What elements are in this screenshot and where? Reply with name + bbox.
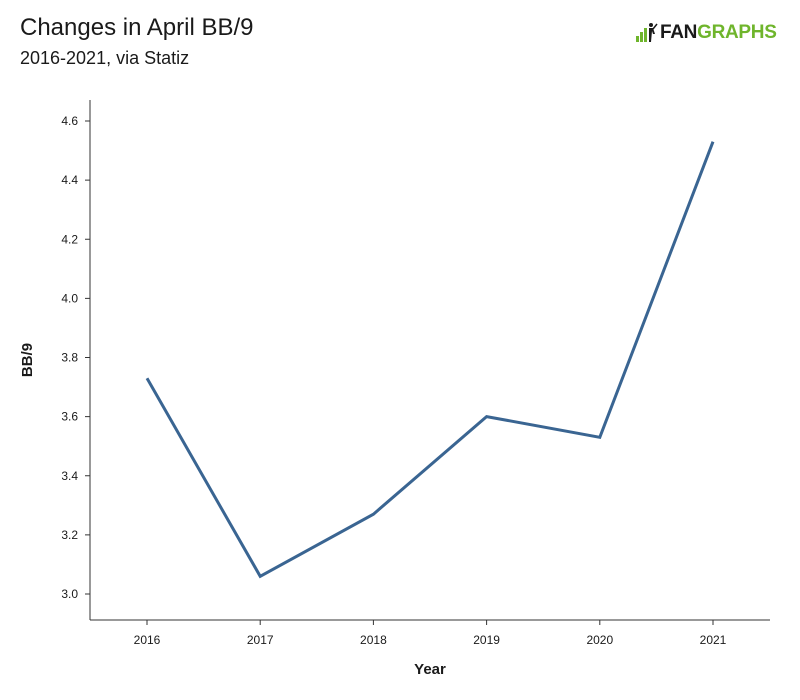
x-tick-label: 2019 [473,633,500,647]
y-tick-label: 4.2 [61,232,78,246]
logo-fan-text: FAN [660,22,698,43]
y-tick-label: 4.0 [61,291,78,305]
y-tick-label: 4.6 [61,114,78,128]
y-axis-label: BB/9 [19,343,36,377]
fangraphs-logo-icon [636,23,658,42]
fangraphs-logo: FAN GRAPHS [636,20,777,46]
series-line [145,141,715,579]
x-tick-label: 2021 [700,633,727,647]
x-tick-label: 2016 [134,633,161,647]
y-tick-label: 4.4 [61,173,78,187]
x-tick-label: 2018 [360,633,387,647]
y-tick-label: 3.6 [61,410,78,424]
y-tick-label: 3.4 [61,469,78,483]
y-tick-label: 3.8 [61,351,78,365]
x-axis-ticks: 2016 2017 2018 2019 2020 2021 [134,620,727,647]
x-tick-label: 2020 [586,633,613,647]
x-axis-label: Year [414,661,446,678]
y-tick-label: 3.0 [61,587,78,601]
chart-subtitle: 2016-2021, via Statiz [20,48,190,68]
logo-graphs-text: GRAPHS [697,22,777,43]
chart-title: Changes in April BB/9 [20,14,254,41]
y-tick-label: 3.2 [61,528,78,542]
x-tick-label: 2017 [247,633,274,647]
y-axis-ticks: 3.0 3.2 3.4 3.6 3.8 4.0 4.2 4.4 4.6 [61,114,90,601]
